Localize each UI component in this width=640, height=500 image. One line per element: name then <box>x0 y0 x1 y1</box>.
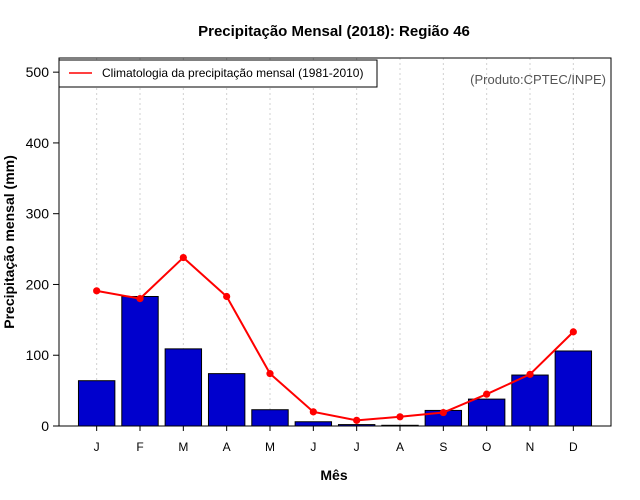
climatology-point <box>483 390 491 398</box>
chart-title: Precipitação Mensal (2018): Região 46 <box>198 23 470 40</box>
bar <box>554 350 593 427</box>
y-tick-label: 400 <box>26 135 50 151</box>
bars <box>77 295 593 427</box>
x-axis-title: Mês <box>320 467 347 483</box>
bar <box>294 421 333 427</box>
climatology-point <box>569 328 577 336</box>
climatology-point <box>136 295 144 303</box>
legend-label: Climatologia da precipitação mensal (198… <box>102 66 363 80</box>
bar <box>467 398 506 427</box>
legend: Climatologia da precipitação mensal (198… <box>58 59 378 88</box>
climatology-point <box>309 408 317 416</box>
x-tick-label: M <box>265 440 275 454</box>
climatology-line <box>93 253 577 424</box>
bar <box>77 380 116 427</box>
climatology-point <box>179 253 187 262</box>
plot-frame <box>58 57 612 427</box>
source-note: (Produto:CPTEC/INPE) <box>470 72 606 87</box>
y-tick-label: 100 <box>26 347 50 363</box>
climatology-point <box>266 370 274 378</box>
bar <box>207 373 246 427</box>
x-tick-label: N <box>526 440 535 454</box>
climatology-point <box>396 413 404 421</box>
legend-box <box>58 59 378 88</box>
x-tick-label: J <box>354 440 360 454</box>
x-tick-label: F <box>136 440 143 454</box>
y-tick-label: 200 <box>26 276 50 292</box>
y-axis: 0 100 200 300 400 500 <box>26 64 59 434</box>
y-tick-label: 500 <box>26 64 50 80</box>
x-tick-label: M <box>178 440 188 454</box>
y-tick-label: 0 <box>41 418 49 434</box>
bar <box>121 295 159 427</box>
climatology-point <box>223 292 231 301</box>
x-tick-label: A <box>223 440 231 454</box>
climatology-point <box>526 370 534 378</box>
bar <box>164 348 203 427</box>
climatology-polyline <box>96 256 575 422</box>
bar <box>511 374 549 427</box>
bar <box>251 409 289 427</box>
x-tick-label: J <box>310 440 316 454</box>
y-tick-label: 300 <box>26 206 50 222</box>
x-tick-label: O <box>482 440 491 454</box>
y-axis-title: Precipitação mensal (mm) <box>1 155 17 329</box>
x-tick-label: D <box>569 440 578 454</box>
x-tick-label: A <box>396 440 404 454</box>
climatology-point <box>439 408 447 417</box>
climatology-point <box>93 287 101 295</box>
climatology-point <box>353 416 361 424</box>
x-tick-label: J <box>94 440 100 454</box>
x-tick-label: S <box>439 440 447 454</box>
